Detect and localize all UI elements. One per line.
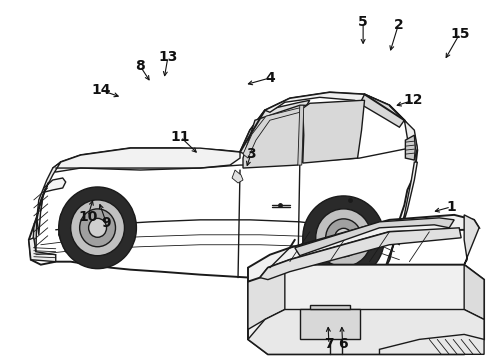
Polygon shape — [248, 215, 479, 282]
Polygon shape — [232, 170, 243, 183]
Text: 2: 2 — [393, 18, 403, 32]
Text: 5: 5 — [358, 15, 368, 29]
Polygon shape — [29, 238, 56, 262]
Text: 3: 3 — [246, 147, 256, 161]
Polygon shape — [248, 265, 484, 354]
Polygon shape — [303, 100, 365, 163]
Polygon shape — [243, 105, 308, 168]
Polygon shape — [303, 202, 383, 278]
Ellipse shape — [59, 187, 136, 269]
Polygon shape — [310, 305, 349, 310]
Polygon shape — [295, 218, 454, 256]
Text: 6: 6 — [338, 337, 347, 351]
Ellipse shape — [89, 219, 106, 237]
Polygon shape — [362, 94, 404, 127]
Polygon shape — [33, 182, 49, 255]
Polygon shape — [385, 162, 417, 270]
Polygon shape — [248, 265, 285, 329]
Text: 8: 8 — [135, 59, 145, 73]
Ellipse shape — [316, 209, 371, 267]
Text: 10: 10 — [78, 210, 98, 224]
Polygon shape — [248, 310, 484, 354]
Polygon shape — [29, 92, 417, 280]
Text: 11: 11 — [171, 130, 190, 144]
Text: 4: 4 — [266, 71, 275, 85]
Text: 7: 7 — [324, 337, 334, 351]
Polygon shape — [265, 92, 390, 112]
Text: 15: 15 — [450, 27, 469, 41]
Polygon shape — [298, 105, 304, 165]
Polygon shape — [260, 228, 461, 280]
Polygon shape — [240, 100, 310, 158]
Text: 9: 9 — [101, 216, 111, 230]
Polygon shape — [243, 107, 304, 158]
Ellipse shape — [335, 228, 353, 247]
Text: 14: 14 — [92, 84, 111, 97]
Ellipse shape — [303, 196, 385, 280]
Polygon shape — [464, 215, 479, 265]
Polygon shape — [44, 178, 66, 192]
Polygon shape — [405, 135, 416, 160]
Polygon shape — [379, 334, 484, 354]
Text: 12: 12 — [403, 93, 423, 107]
Ellipse shape — [326, 219, 362, 257]
Text: 1: 1 — [446, 200, 456, 214]
Polygon shape — [464, 265, 484, 319]
Polygon shape — [53, 148, 240, 172]
Polygon shape — [59, 191, 135, 268]
Polygon shape — [300, 310, 360, 339]
Polygon shape — [37, 162, 61, 235]
Text: 13: 13 — [158, 50, 177, 64]
Polygon shape — [390, 105, 417, 160]
Ellipse shape — [71, 200, 124, 256]
Ellipse shape — [80, 209, 116, 247]
